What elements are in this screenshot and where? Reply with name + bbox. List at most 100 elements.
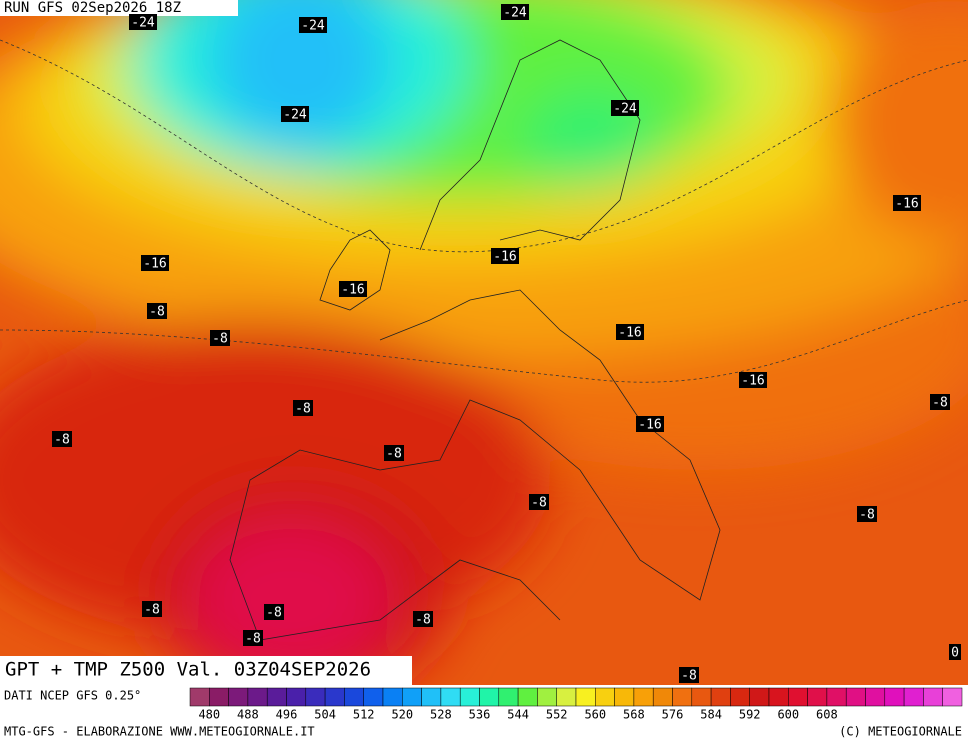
contour-label: -8 bbox=[386, 447, 402, 462]
legend-swatch bbox=[807, 687, 828, 707]
footer-left: MTG-GFS - ELABORAZIONE WWW.METEOGIORNALE… bbox=[4, 725, 315, 739]
contour-label-box: 0 bbox=[949, 644, 961, 661]
contour-label: -8 bbox=[415, 613, 431, 628]
legend-swatch bbox=[672, 687, 693, 707]
contour-label-box: -16 bbox=[739, 372, 767, 389]
contour-labels: -24 -24 -24 -24 -24 -16 -16 -16 -16 -16 -16 -16 -8 -8… bbox=[52, 4, 961, 684]
contour-label-bg bbox=[243, 630, 263, 646]
legend-swatch bbox=[826, 687, 847, 707]
contour-label-box: -8 bbox=[264, 604, 284, 621]
legend-swatch bbox=[459, 687, 480, 707]
contour-label-bg bbox=[491, 248, 519, 264]
legend-swatch bbox=[595, 687, 615, 707]
contour-label: -8 bbox=[212, 332, 228, 347]
contour-label-box: -16 bbox=[616, 324, 644, 341]
contour-label-bg bbox=[147, 303, 167, 319]
contour-label-bg bbox=[142, 601, 162, 617]
contour-label-bg bbox=[281, 106, 309, 122]
legend-swatch bbox=[189, 687, 210, 707]
contour-label-box: -24 bbox=[281, 106, 309, 123]
contour-label-bg bbox=[857, 506, 877, 522]
footer-right: (C) METEOGIORNALE bbox=[839, 725, 962, 739]
contour-label-box: -24 bbox=[611, 100, 639, 117]
legend-tick-label: 584 bbox=[700, 708, 722, 722]
contour-label-bg bbox=[930, 394, 950, 410]
contour-label: -8 bbox=[859, 508, 875, 523]
contour-label-bg bbox=[949, 644, 961, 660]
legend-swatch bbox=[305, 687, 326, 707]
legend-swatch bbox=[884, 687, 905, 707]
legend-swatch bbox=[382, 687, 403, 707]
legend-swatch bbox=[633, 687, 654, 707]
contour-label-bg bbox=[52, 431, 72, 447]
legend-swatch bbox=[537, 687, 557, 707]
contour-label: -8 bbox=[266, 606, 282, 621]
legend-swatch bbox=[440, 687, 461, 707]
contour-label-box: -8 bbox=[210, 330, 230, 347]
contour-label-bg bbox=[739, 372, 767, 388]
title-box bbox=[0, 656, 412, 685]
contour-label-bg bbox=[384, 445, 404, 461]
legend-swatch bbox=[749, 687, 770, 707]
contour-label: -8 bbox=[144, 603, 160, 618]
legend-tick-label: 544 bbox=[507, 708, 529, 722]
legend-tick-label: 600 bbox=[777, 708, 799, 722]
contour-label-bg bbox=[611, 100, 639, 116]
contour-label-bg bbox=[679, 667, 699, 683]
contour-label: -8 bbox=[531, 496, 547, 511]
legend-tick-label: 608 bbox=[816, 708, 838, 722]
contour-label-box: -8 bbox=[529, 494, 549, 511]
legend-swatch bbox=[247, 687, 268, 707]
contour-label: -8 bbox=[54, 433, 70, 448]
contour-label-box: -8 bbox=[679, 667, 699, 684]
map-title: GPT + TMP Z500 Val. 03Z04SEP2026 bbox=[5, 659, 371, 681]
contour-label: -16 bbox=[638, 418, 661, 433]
contour-label-box: -16 bbox=[636, 416, 664, 433]
legend-swatch bbox=[344, 687, 364, 707]
contour-label-box: -8 bbox=[147, 303, 167, 320]
contour-label: -24 bbox=[301, 19, 325, 34]
contour-label-box: -16 bbox=[141, 255, 169, 272]
legend-swatch bbox=[363, 687, 384, 707]
legend-tick-label: 592 bbox=[739, 708, 761, 722]
header-box bbox=[0, 0, 238, 16]
color-legend: 480 488 496 504 512 520 528 536 544 552 560 568 576 5… bbox=[189, 687, 963, 722]
contour-label-box: -16 bbox=[339, 281, 367, 298]
contour-label-bg bbox=[636, 416, 664, 432]
legend-tick-label: 480 bbox=[198, 708, 220, 722]
contour-label-bg bbox=[299, 17, 327, 33]
legend-swatch bbox=[266, 687, 287, 707]
contour-label-box: -8 bbox=[243, 630, 263, 647]
contour-label: -16 bbox=[895, 197, 918, 212]
contour-label-box: -8 bbox=[52, 431, 72, 448]
contour-label: -24 bbox=[131, 16, 155, 31]
contour-label: -16 bbox=[618, 326, 641, 341]
contour-label-box: -16 bbox=[893, 195, 921, 212]
contour-label-box: -8 bbox=[930, 394, 950, 411]
legend-swatch bbox=[517, 687, 538, 707]
legend-tick-label: 520 bbox=[391, 708, 413, 722]
contour-label-bg bbox=[413, 611, 433, 627]
contour-label-box: -8 bbox=[142, 601, 162, 618]
legend-swatch bbox=[691, 687, 712, 707]
contour-label: -8 bbox=[932, 396, 948, 411]
contour-label-bg bbox=[616, 324, 644, 340]
contour-label: -16 bbox=[741, 374, 764, 389]
legend-swatch bbox=[865, 687, 886, 707]
legend-swatch bbox=[575, 687, 596, 707]
legend-tick-label: 528 bbox=[430, 708, 452, 722]
contour-label-box: -8 bbox=[384, 445, 404, 462]
legend-swatch bbox=[903, 687, 924, 707]
contour-label-box: -24 bbox=[129, 14, 157, 31]
legend-swatch bbox=[710, 687, 731, 707]
legend-swatch bbox=[788, 687, 808, 707]
legend-swatch bbox=[942, 687, 963, 707]
contour-label: -24 bbox=[613, 102, 637, 117]
legend-swatch bbox=[845, 687, 866, 707]
legend-swatch bbox=[286, 687, 307, 707]
contour-label-box: -24 bbox=[299, 17, 327, 34]
contour-label-bg bbox=[501, 4, 529, 20]
legend-tick-label: 552 bbox=[546, 708, 568, 722]
contour-label-box: -8 bbox=[413, 611, 433, 628]
